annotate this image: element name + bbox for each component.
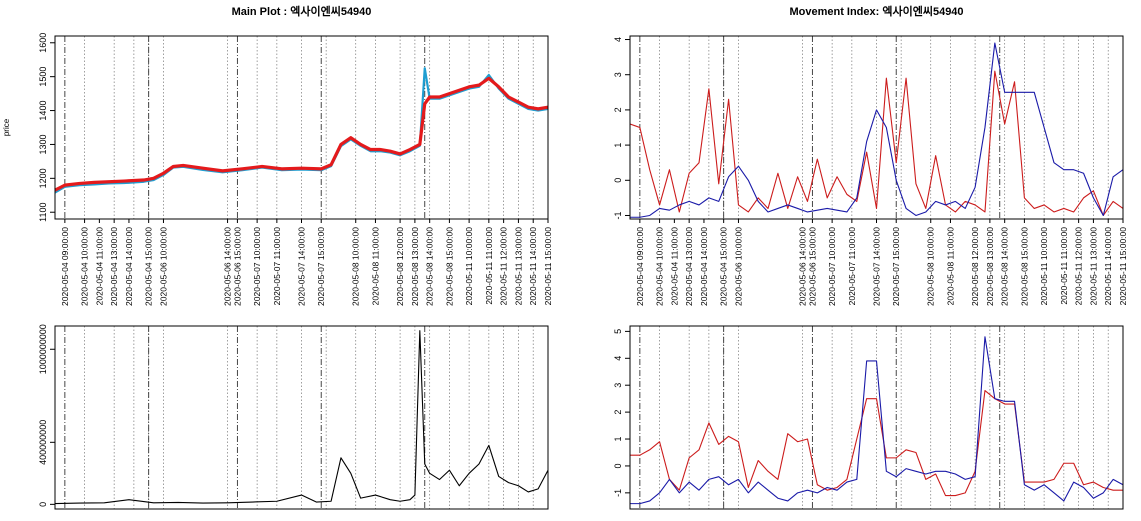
- x-tick-label: 2020-05-04 11:00:00: [94, 227, 104, 306]
- y-tick-label: 1300: [38, 134, 48, 154]
- series-line-0: [54, 76, 549, 192]
- movement-index-lower-panel: -1 0 1 2 3 4 5: [613, 325, 1124, 510]
- x-tick-label: 2020-05-08 12:00:00: [970, 227, 980, 306]
- x-tick-label: 2020-05-08 14:00:00: [425, 227, 435, 306]
- x-tick-label: 2020-05-07 11:00:00: [272, 227, 282, 306]
- x-tick-label: 2020-05-08 12:00:00: [395, 227, 405, 306]
- y-tick-label: 4: [613, 37, 623, 42]
- x-tick-label: 2020-05-06 15:00:00: [807, 227, 817, 306]
- y-tick-label: 0: [613, 463, 623, 468]
- x-tick-label: 2020-05-04 15:00:00: [719, 227, 729, 306]
- x-tick-label: 2020-05-08 15:00:00: [1019, 227, 1029, 306]
- x-tick-label: 2020-05-04 13:00:00: [684, 227, 694, 306]
- volume-panel: 0 400000000 1000000000: [38, 324, 549, 510]
- x-tick-label: 2020-05-11 14:00:00: [528, 227, 538, 306]
- y-tick-label: 3: [613, 72, 623, 77]
- movement-index-panel: Movement Index: 엑사이엔씨54940 -1 0 1 2 3 4 2020-05…: [613, 4, 1128, 306]
- x-tick-label: 2020-05-07 10:00:00: [252, 227, 262, 306]
- x-tick-label: 2020-05-06 14:00:00: [798, 227, 808, 306]
- y-tick-label: -1: [613, 489, 623, 497]
- y-tick-label: 3: [613, 383, 623, 388]
- x-tick-label: 2020-05-07 14:00:00: [297, 227, 307, 306]
- series-line-0: [630, 390, 1123, 497]
- x-tick-label: 2020-05-07 10:00:00: [827, 227, 837, 306]
- x-tick-label: 2020-05-07 15:00:00: [891, 227, 901, 306]
- x-tick-label: 2020-05-08 14:00:00: [1000, 227, 1010, 306]
- y-tick-label: 2: [613, 107, 623, 112]
- y-tick-label: 0: [38, 502, 48, 507]
- x-tick-label: 2020-05-06 15:00:00: [232, 227, 242, 306]
- y-tick-label: 1600: [38, 33, 48, 53]
- y-tick-label: 1000000000: [38, 324, 48, 374]
- y-tick-label: 4: [613, 356, 623, 361]
- x-tick-label: 2020-05-08 13:00:00: [410, 227, 420, 306]
- x-tick-label: 2020-05-08 11:00:00: [945, 227, 955, 306]
- y-tick-label: 1400: [38, 101, 48, 121]
- x-tick-label: 2020-05-07 11:00:00: [847, 227, 857, 306]
- series-line-0: [629, 70, 1124, 217]
- x-tick-label: 2020-05-11 10:00:00: [464, 227, 474, 306]
- x-tick-label: 2020-05-04 09:00:00: [635, 227, 645, 306]
- x-tick-label: 2020-05-08 13:00:00: [985, 227, 995, 306]
- x-tick-label: 2020-05-11 10:00:00: [1039, 227, 1049, 306]
- x-tick-label: 2020-05-04 10:00:00: [80, 227, 90, 306]
- x-tick-label: 2020-05-11 12:00:00: [499, 227, 509, 306]
- x-tick-label: 2020-05-11 13:00:00: [513, 227, 523, 306]
- y-axis-label: price: [2, 118, 11, 136]
- x-tick-label: 2020-05-11 12:00:00: [1074, 227, 1084, 306]
- x-tick-label: 2020-05-11 15:00:00: [1118, 227, 1128, 306]
- plot-frame: [54, 325, 549, 510]
- x-tick-label: 2020-05-06 14:00:00: [223, 227, 233, 306]
- y-tick-label: 2: [613, 410, 623, 415]
- y-tick-label: 1200: [38, 168, 48, 188]
- x-tick-label: 2020-05-11 14:00:00: [1103, 227, 1113, 306]
- x-tick-label: 2020-05-11 13:00:00: [1088, 227, 1098, 306]
- x-tick-label: 2020-05-06 10:00:00: [158, 227, 168, 306]
- x-tick-label: 2020-05-04 14:00:00: [699, 227, 709, 306]
- x-tick-label: 2020-05-07 15:00:00: [316, 227, 326, 306]
- series-line-0: [54, 330, 549, 505]
- y-tick-label: 1: [613, 143, 623, 148]
- x-tick-label: 2020-05-04 09:00:00: [60, 227, 70, 306]
- plot-frame: [629, 325, 1124, 510]
- x-tick-label: 2020-05-08 10:00:00: [926, 227, 936, 306]
- x-tick-label: 2020-05-07 14:00:00: [872, 227, 882, 306]
- series-line-1: [630, 42, 1124, 218]
- main-plot-panel: Main Plot : 엑사이엔씨54940 price 1100 1200 1300 1…: [2, 4, 553, 306]
- x-tick-label: 2020-05-08 15:00:00: [444, 227, 454, 306]
- chart-title: Movement Index: 엑사이엔씨54940: [789, 4, 963, 18]
- chart-title: Main Plot : 엑사이엔씨54940: [232, 4, 372, 18]
- x-tick-label: 2020-05-11 15:00:00: [543, 227, 553, 306]
- x-tick-label: 2020-05-04 15:00:00: [144, 227, 154, 306]
- y-tick-label: 1100: [38, 203, 48, 222]
- y-tick-label: -1: [613, 211, 623, 219]
- x-tick-label: 2020-05-04 13:00:00: [109, 227, 119, 306]
- y-tick-label: 0: [613, 178, 623, 183]
- y-tick-label: 5: [613, 329, 623, 334]
- x-tick-label: 2020-05-04 11:00:00: [669, 227, 679, 306]
- x-tick-label: 2020-05-06 10:00:00: [733, 227, 743, 306]
- y-tick-label: 400000000: [38, 420, 48, 465]
- x-tick-label: 2020-05-11 11:00:00: [484, 227, 494, 305]
- x-tick-label: 2020-05-11 11:00:00: [1059, 227, 1069, 305]
- x-tick-label: 2020-05-04 14:00:00: [124, 227, 134, 306]
- y-tick-label: 1500: [38, 67, 48, 87]
- series-line-1: [630, 336, 1124, 505]
- x-tick-label: 2020-05-04 10:00:00: [655, 227, 665, 306]
- y-tick-label: 1: [613, 437, 623, 442]
- x-tick-label: 2020-05-08 10:00:00: [351, 227, 361, 306]
- x-tick-label: 2020-05-08 11:00:00: [370, 227, 380, 306]
